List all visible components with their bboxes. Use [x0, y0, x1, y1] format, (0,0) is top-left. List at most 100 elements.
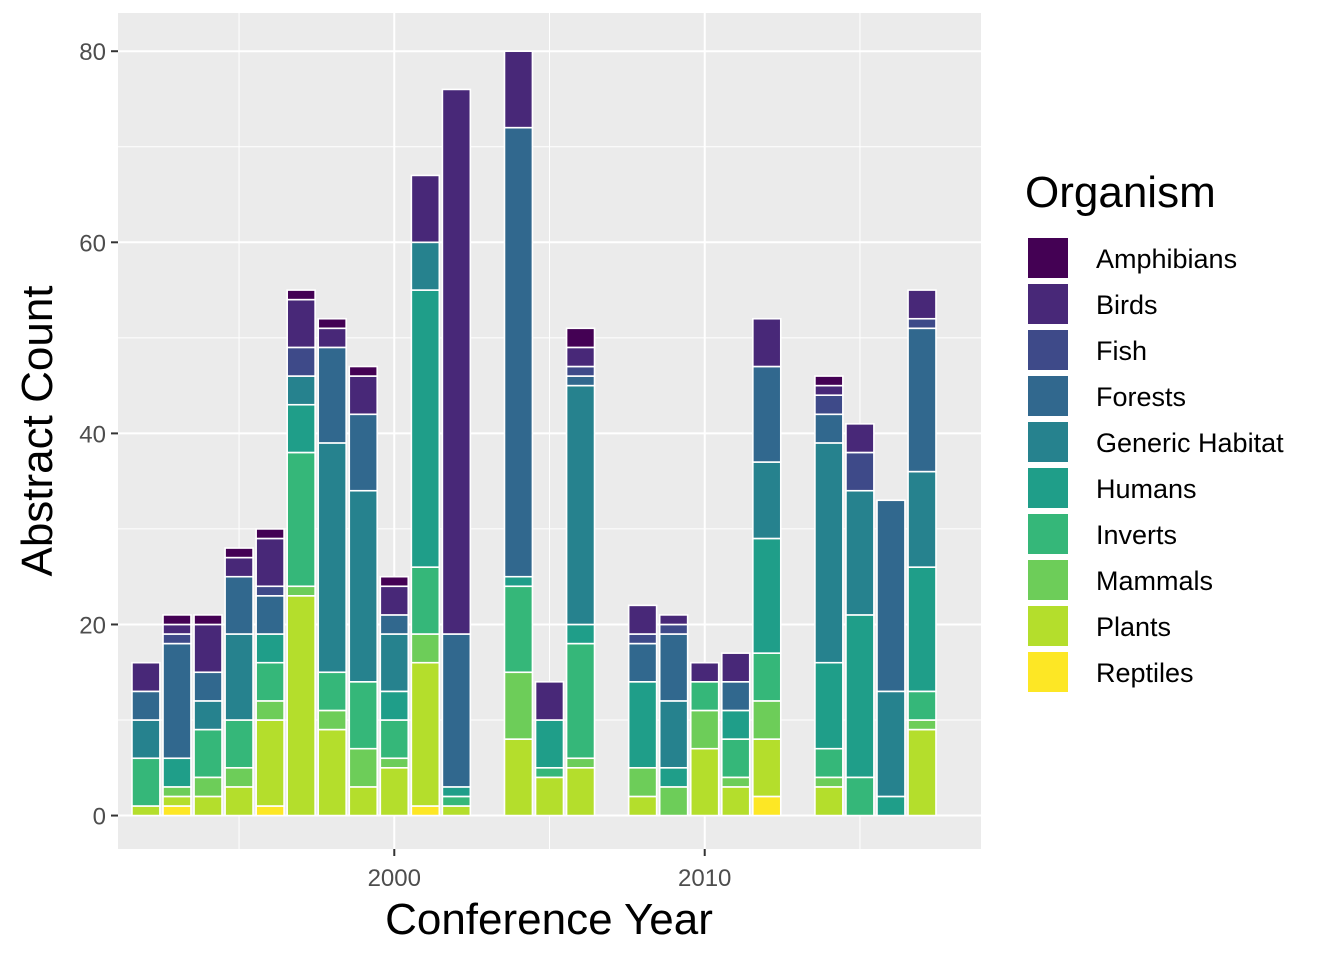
legend-key-fish	[1028, 330, 1068, 370]
bar-segment-generic-habitat-2000	[379, 633, 410, 693]
legend-label-mammals: Mammals	[1096, 566, 1213, 596]
bar-segment-inverts-2015	[845, 776, 875, 817]
bar-segment-generic-habitat-2006	[565, 384, 596, 626]
bar-segment-forests-1995	[224, 575, 254, 635]
bar-segment-mammals-2010	[689, 709, 720, 750]
legend-label-reptiles: Reptiles	[1096, 658, 1194, 688]
bar-segment-birds-2000	[379, 585, 410, 616]
bar-segment-plants-1992	[131, 805, 161, 817]
bar-segment-birds-2015	[845, 423, 875, 454]
bar-segment-plants-1995	[224, 786, 254, 817]
bar-segment-mammals-1994	[193, 776, 223, 798]
bar-segment-mammals-2001	[410, 633, 441, 664]
x-axis-ticks: 2000 2010	[368, 849, 731, 892]
bar-segment-birds-2012	[752, 317, 782, 368]
bar-segment-reptiles-2001	[410, 805, 441, 817]
bar-segment-generic-habitat-1995	[224, 633, 254, 721]
bar-segment-plants-2017	[907, 728, 937, 817]
x-tick-label: 2010	[678, 865, 731, 892]
bar-segment-humans-2008	[627, 680, 658, 769]
legend-key-generic-habitat	[1028, 422, 1068, 462]
bar-segment-mammals-2014	[814, 776, 844, 788]
y-axis-title: Abstract Count	[13, 285, 62, 576]
bar-segment-forests-1998	[317, 346, 347, 444]
bar-segment-mammals-2006	[565, 757, 596, 769]
bar-segment-plants-1996	[255, 719, 285, 807]
bar-segment-mammals-1997	[286, 585, 316, 597]
bar-segment-birds-1993	[162, 623, 192, 635]
bar-segment-plants-2004	[503, 738, 534, 817]
bar-segment-amphibians-2014	[814, 375, 844, 387]
y-tick-label: 80	[79, 39, 106, 66]
bar-segment-forests-2017	[907, 327, 937, 473]
bar-segment-reptiles-1993	[162, 805, 192, 817]
y-tick-label: 60	[79, 230, 106, 257]
bar-segment-humans-1997	[286, 403, 316, 454]
bar-segment-birds-1992	[131, 661, 161, 693]
bar-segment-generic-habitat-2017	[907, 470, 937, 568]
bar-segment-humans-2004	[503, 575, 534, 588]
bar-segment-inverts-1995	[224, 719, 254, 769]
legend-label-humans: Humans	[1096, 474, 1197, 504]
legend-label-birds: Birds	[1096, 290, 1158, 320]
bar-segment-plants-2006	[565, 766, 596, 817]
legend-label-inverts: Inverts	[1096, 520, 1177, 550]
bar-segment-forests-2012	[752, 365, 782, 463]
bar-segment-generic-habitat-1998	[317, 442, 347, 674]
bar-segment-mammals-1993	[162, 786, 192, 798]
legend: Organism Amphibians Birds Fish Forests Gener…	[1025, 168, 1284, 692]
legend-key-mammals	[1028, 560, 1068, 600]
bar-segment-inverts-2000	[379, 719, 410, 760]
legend-key-amphibians	[1028, 238, 1068, 278]
bar-segment-birds-2006	[565, 346, 596, 368]
bar-segment-forests-2006	[565, 375, 596, 387]
bar-segment-forests-1992	[131, 690, 161, 721]
bar-segment-birds-1994	[193, 623, 223, 674]
legend-key-humans	[1028, 468, 1068, 508]
legend-label-generic-habitat: Generic Habitat	[1096, 428, 1284, 458]
bar-segment-humans-2009	[658, 766, 689, 788]
bar-segment-humans-1996	[255, 633, 285, 664]
y-axis-ticks: 0 20 40 60 80	[79, 39, 118, 831]
bar-segment-plants-1993	[162, 795, 192, 807]
bar-segment-fish-1993	[162, 633, 192, 645]
bar-segment-generic-habitat-2014	[814, 442, 844, 664]
x-axis-title: Conference Year	[385, 895, 713, 944]
bar-segment-inverts-2004	[503, 585, 534, 674]
bar-segment-forests-1999	[348, 413, 379, 492]
bar-segment-humans-1993	[162, 757, 192, 788]
bar-segment-plants-1997	[286, 595, 316, 817]
bar-segment-birds-2004	[503, 50, 534, 129]
bar-segment-inverts-2001	[410, 566, 441, 635]
bar-segment-amphibians-1993	[162, 614, 192, 626]
bar-segment-humans-2016	[876, 795, 906, 817]
bar-segment-humans-2006	[565, 623, 596, 645]
bar-segment-plants-2010	[689, 747, 720, 817]
legend-key-reptiles	[1028, 652, 1068, 692]
bar-segment-birds-2011	[720, 652, 751, 683]
bar-segment-reptiles-1996	[255, 805, 285, 817]
bar-segment-birds-2005	[534, 680, 565, 721]
bar-segment-inverts-2010	[689, 680, 720, 712]
bar-segment-birds-1999	[348, 375, 379, 416]
bar-segment-humans-2014	[814, 661, 844, 750]
bar-segment-birds-1998	[317, 327, 347, 349]
bar-segment-inverts-2017	[907, 690, 937, 721]
legend-label-amphibians: Amphibians	[1096, 244, 1237, 274]
bar-segment-fish-2008	[627, 633, 658, 645]
bar-segment-fish-2006	[565, 365, 596, 377]
bar-segment-inverts-1997	[286, 451, 316, 588]
legend-key-inverts	[1028, 514, 1068, 554]
bar-segment-generic-habitat-2009	[658, 700, 689, 769]
bar-segment-inverts-1992	[131, 757, 161, 807]
bar-segment-inverts-1994	[193, 728, 223, 779]
bar-segment-amphibians-1998	[317, 317, 347, 330]
bar-segment-amphibians-1995	[224, 547, 254, 559]
bar-segment-mammals-1996	[255, 700, 285, 721]
bar-segment-inverts-1996	[255, 661, 285, 702]
bar-segment-plants-2008	[627, 795, 658, 817]
bar-segment-inverts-1998	[317, 671, 347, 712]
bar-segment-mammals-1998	[317, 709, 347, 731]
bar-segment-forests-2008	[627, 642, 658, 683]
